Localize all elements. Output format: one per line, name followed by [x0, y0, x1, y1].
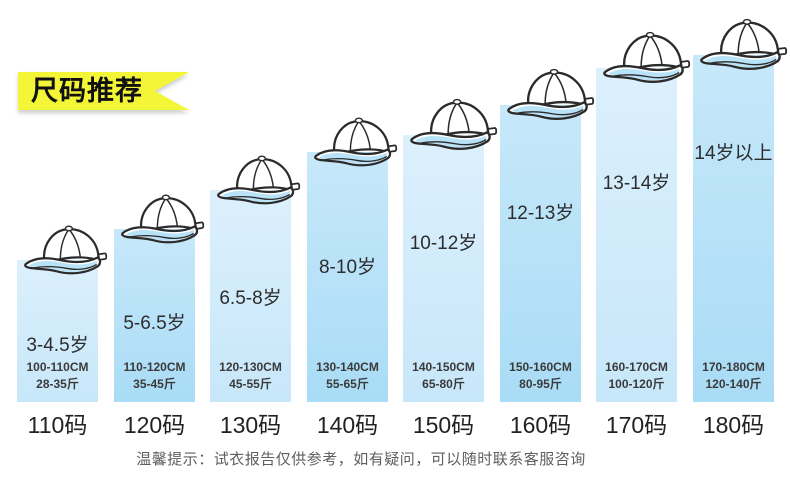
weight-range-label: 100-120斤 [608, 377, 665, 391]
range-info: 160-170CM 100-120斤 [596, 359, 677, 402]
size-bar: 8-10岁 130-140CM 55-65斤 [307, 152, 388, 402]
size-code-label: 160码 [509, 412, 572, 438]
size-bar-group-120: 5-6.5岁 110-120CM 35-45斤 120码 [114, 229, 195, 438]
size-bar: 12-13岁 150-160CM 80-95斤 [500, 105, 581, 402]
size-code-label: 140码 [316, 412, 379, 438]
age-label: 5-6.5岁 [123, 313, 186, 334]
range-info: 150-160CM 80-95斤 [500, 359, 581, 402]
height-range-label: 160-170CM [605, 360, 668, 374]
height-range-label: 170-180CM [702, 360, 765, 374]
baseball-cap-icon [505, 65, 595, 127]
height-range-label: 100-110CM [26, 360, 89, 374]
weight-range-label: 80-95斤 [519, 377, 562, 391]
weight-range-label: 45-55斤 [229, 377, 272, 391]
baseball-cap-icon [601, 28, 691, 90]
size-code-label: 180码 [702, 412, 765, 438]
weight-range-label: 65-80斤 [422, 377, 465, 391]
baseball-cap-icon [119, 191, 205, 250]
size-bar-group-130: 6.5-8岁 120-130CM 45-55斤 130码 [210, 190, 291, 438]
size-bar-group-180: 14岁以上 170-180CM 120-140斤 180码 [693, 55, 774, 438]
range-info: 120-130CM 45-55斤 [210, 359, 291, 402]
baseball-cap-icon [408, 95, 498, 157]
height-range-label: 120-130CM [219, 360, 282, 374]
size-bar: 14岁以上 170-180CM 120-140斤 [693, 55, 774, 402]
height-range-label: 130-140CM [316, 360, 379, 374]
age-label: 10-12岁 [409, 233, 478, 254]
size-bar: 10-12岁 140-150CM 65-80斤 [403, 135, 484, 402]
height-range-label: 110-120CM [123, 360, 186, 374]
age-label: 14岁以上 [694, 143, 773, 164]
banner-label: 尺码推荐 [18, 72, 189, 110]
weight-range-label: 28-35斤 [36, 377, 79, 391]
disclaimer-note: 温馨提示：试衣报告仅供参考，如有疑问，可以随时联系客服咨询 [136, 451, 586, 468]
size-code-label: 130码 [219, 412, 282, 438]
age-label: 13-14岁 [602, 173, 671, 194]
age-label: 12-13岁 [506, 203, 575, 224]
size-code-label: 150码 [412, 412, 475, 438]
baseball-cap-icon [312, 114, 398, 173]
range-info: 100-110CM 28-35斤 [17, 359, 98, 402]
baseball-cap-icon [215, 152, 301, 211]
weight-range-label: 35-45斤 [133, 377, 176, 391]
size-bar-group-170: 13-14岁 160-170CM 100-120斤 170码 [596, 68, 677, 438]
age-label: 3-4.5岁 [26, 335, 89, 356]
size-bar: 6.5-8岁 120-130CM 45-55斤 [210, 190, 291, 402]
baseball-cap-icon [22, 222, 108, 281]
baseball-cap-icon [698, 15, 788, 77]
weight-range-label: 120-140斤 [705, 377, 762, 391]
size-code-label: 120码 [123, 412, 186, 438]
height-range-label: 140-150CM [412, 360, 475, 374]
range-info: 170-180CM 120-140斤 [693, 359, 774, 402]
size-bar-group-150: 10-12岁 140-150CM 65-80斤 150码 [403, 135, 484, 438]
size-bar: 5-6.5岁 110-120CM 35-45斤 [114, 229, 195, 402]
range-info: 140-150CM 65-80斤 [403, 359, 484, 402]
size-code-label: 170码 [605, 412, 668, 438]
size-bar: 3-4.5岁 100-110CM 28-35斤 [17, 260, 98, 402]
size-code-label: 110码 [27, 412, 88, 438]
size-recommendation-banner: 尺码推荐 [18, 72, 189, 110]
weight-range-label: 55-65斤 [326, 377, 369, 391]
size-bar: 13-14岁 160-170CM 100-120斤 [596, 68, 677, 402]
range-info: 130-140CM 55-65斤 [307, 359, 388, 402]
height-range-label: 150-160CM [509, 360, 572, 374]
age-label: 6.5-8岁 [219, 288, 282, 309]
range-info: 110-120CM 35-45斤 [114, 359, 195, 402]
age-label: 8-10岁 [318, 257, 377, 278]
size-bar-group-140: 8-10岁 130-140CM 55-65斤 140码 [307, 152, 388, 438]
size-bar-group-160: 12-13岁 150-160CM 80-95斤 160码 [500, 105, 581, 438]
size-bar-group-110: 3-4.5岁 100-110CM 28-35斤 110码 [17, 260, 98, 438]
